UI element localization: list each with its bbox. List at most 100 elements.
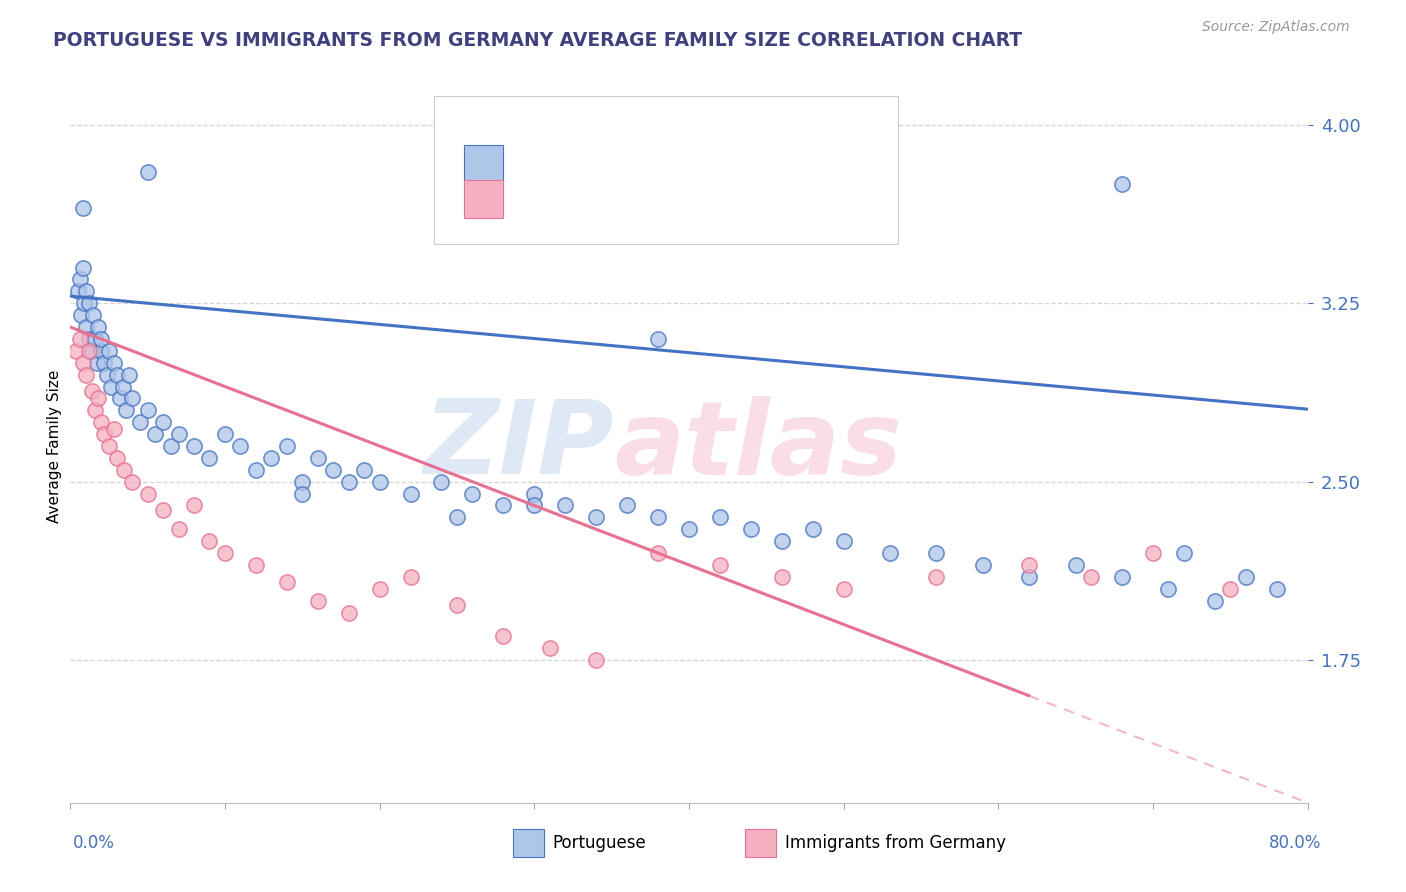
- Point: [801, 522, 824, 536]
- Point: [160, 439, 183, 453]
- Point: [368, 582, 391, 596]
- Point: [105, 368, 128, 382]
- Point: [86, 356, 108, 370]
- Point: [136, 165, 159, 179]
- Point: [678, 522, 700, 536]
- Point: [585, 510, 607, 524]
- Point: [446, 599, 468, 613]
- Point: [1234, 570, 1257, 584]
- Point: [1018, 570, 1040, 584]
- Point: [77, 296, 100, 310]
- Point: [84, 403, 107, 417]
- Point: [103, 422, 125, 436]
- Point: [322, 463, 344, 477]
- Point: [72, 201, 94, 215]
- Point: [90, 343, 112, 358]
- Point: [136, 403, 159, 417]
- Point: [145, 427, 166, 442]
- Point: [75, 368, 97, 382]
- Y-axis label: Average Family Size: Average Family Size: [46, 369, 62, 523]
- Point: [87, 320, 110, 334]
- Point: [69, 332, 91, 346]
- Point: [832, 534, 855, 549]
- Point: [75, 320, 97, 334]
- Point: [291, 475, 314, 489]
- Text: Immigrants from Germany: Immigrants from Germany: [785, 834, 1005, 852]
- Point: [1265, 582, 1288, 596]
- Point: [461, 486, 484, 500]
- Point: [73, 296, 96, 310]
- Text: ZIP: ZIP: [425, 395, 614, 497]
- Point: [1204, 593, 1226, 607]
- Point: [65, 343, 87, 358]
- Point: [368, 475, 391, 489]
- Text: R = -0.683    N = 40: R = -0.683 N = 40: [513, 190, 696, 208]
- Point: [337, 475, 360, 489]
- Point: [647, 546, 669, 560]
- Point: [111, 379, 134, 393]
- Point: [198, 534, 221, 549]
- Point: [492, 499, 515, 513]
- Point: [98, 343, 120, 358]
- Point: [136, 486, 159, 500]
- Point: [114, 463, 135, 477]
- Point: [647, 510, 669, 524]
- Point: [69, 272, 91, 286]
- Point: [87, 392, 110, 406]
- Point: [307, 593, 329, 607]
- Point: [75, 285, 97, 299]
- Point: [709, 558, 731, 572]
- Point: [1111, 570, 1133, 584]
- Point: [554, 499, 576, 513]
- Point: [276, 574, 298, 589]
- Point: [115, 403, 138, 417]
- Point: [538, 641, 561, 656]
- Point: [198, 450, 221, 465]
- Text: Source: ZipAtlas.com: Source: ZipAtlas.com: [1202, 20, 1350, 34]
- Point: [616, 499, 638, 513]
- Point: [291, 486, 314, 500]
- Point: [879, 546, 901, 560]
- Point: [709, 510, 731, 524]
- Point: [647, 332, 669, 346]
- Point: [925, 570, 948, 584]
- Point: [90, 332, 112, 346]
- Point: [77, 332, 100, 346]
- Point: [740, 522, 762, 536]
- Text: 0.0%: 0.0%: [73, 834, 115, 852]
- Text: R = -0.297    N = 78: R = -0.297 N = 78: [513, 154, 696, 172]
- Point: [832, 582, 855, 596]
- Text: 80.0%: 80.0%: [1270, 834, 1322, 852]
- Point: [1173, 546, 1195, 560]
- Point: [121, 475, 143, 489]
- Point: [183, 439, 205, 453]
- Point: [103, 356, 125, 370]
- Point: [82, 308, 105, 322]
- Point: [129, 415, 152, 429]
- Point: [84, 332, 107, 346]
- Point: [167, 427, 190, 442]
- Point: [96, 368, 118, 382]
- Point: [399, 486, 422, 500]
- Point: [1018, 558, 1040, 572]
- Point: [430, 475, 453, 489]
- Point: [1064, 558, 1087, 572]
- Point: [90, 415, 112, 429]
- Point: [770, 570, 793, 584]
- Point: [121, 392, 143, 406]
- Point: [152, 503, 174, 517]
- Point: [523, 486, 546, 500]
- Point: [1219, 582, 1241, 596]
- Point: [585, 653, 607, 667]
- Point: [100, 379, 122, 393]
- Point: [492, 629, 515, 643]
- Point: [72, 260, 94, 275]
- Point: [93, 427, 115, 442]
- Text: Portuguese: Portuguese: [553, 834, 647, 852]
- Point: [245, 463, 267, 477]
- Point: [1142, 546, 1164, 560]
- Point: [229, 439, 252, 453]
- Point: [245, 558, 267, 572]
- Point: [925, 546, 948, 560]
- Point: [70, 308, 93, 322]
